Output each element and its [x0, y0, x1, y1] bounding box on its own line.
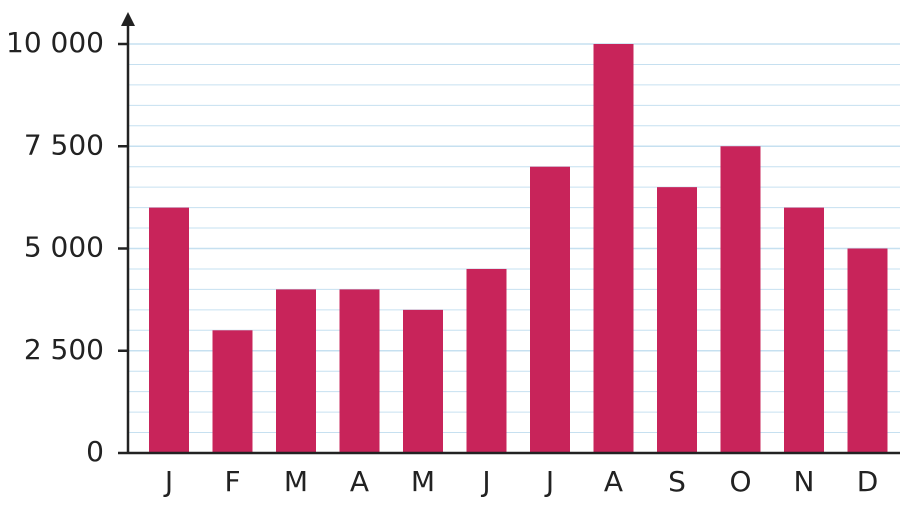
x-tick-label: J [544, 465, 554, 498]
y-axis-arrow [121, 12, 135, 26]
x-tick-label: F [224, 465, 240, 498]
x-tick-label: S [668, 465, 686, 498]
bar [276, 289, 316, 453]
bar [149, 207, 189, 453]
x-tick-label: A [604, 465, 623, 498]
x-tick-label: M [284, 465, 308, 498]
x-tick-label: J [480, 465, 490, 498]
y-tick-label: 0 [86, 435, 104, 468]
x-tick-label: J [163, 465, 173, 498]
x-tick-label: N [794, 465, 815, 498]
bar [784, 207, 824, 453]
x-tick-label: A [350, 465, 369, 498]
bar [657, 187, 697, 453]
bar [212, 330, 253, 453]
bar [466, 268, 507, 453]
y-tick-label: 10 000 [6, 26, 104, 59]
bar [339, 289, 380, 453]
bar [847, 248, 888, 453]
bar [593, 44, 634, 453]
y-tick-label: 5 000 [24, 231, 104, 264]
bar [530, 166, 570, 453]
y-tick-label: 7 500 [24, 128, 104, 161]
bar [720, 146, 761, 453]
y-tick-label: 2 500 [24, 333, 104, 366]
x-tick-label: O [729, 465, 751, 498]
x-tick-label: M [411, 465, 435, 498]
bar [403, 309, 443, 453]
x-tick-label: D [857, 465, 879, 498]
